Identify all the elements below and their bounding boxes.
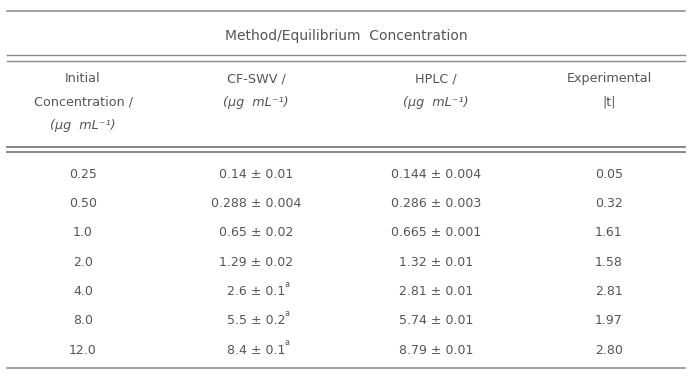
Text: HPLC /: HPLC /: [415, 73, 457, 85]
Text: 0.25: 0.25: [69, 168, 97, 181]
Text: 1.61: 1.61: [595, 226, 623, 240]
Text: 1.0: 1.0: [73, 226, 93, 240]
Text: 0.50: 0.50: [69, 197, 97, 210]
Text: Method/Equilibrium  Concentration: Method/Equilibrium Concentration: [225, 29, 467, 43]
Text: a: a: [285, 280, 290, 289]
Text: a: a: [285, 338, 290, 347]
Text: 8.0: 8.0: [73, 314, 93, 327]
Text: 0.65 ± 0.02: 0.65 ± 0.02: [219, 226, 293, 240]
Text: 1.32 ± 0.01: 1.32 ± 0.01: [399, 256, 473, 269]
Text: (μg  mL⁻¹): (μg mL⁻¹): [224, 96, 289, 109]
Text: 0.14 ± 0.01: 0.14 ± 0.01: [219, 168, 293, 181]
Text: 2.81 ± 0.01: 2.81 ± 0.01: [399, 285, 473, 298]
Text: (μg  mL⁻¹): (μg mL⁻¹): [51, 120, 116, 132]
Text: Initial: Initial: [65, 73, 101, 85]
Text: Experimental: Experimental: [566, 73, 652, 85]
Text: 8.79 ± 0.01: 8.79 ± 0.01: [399, 344, 473, 356]
Text: 2.80: 2.80: [595, 344, 623, 356]
Text: 0.32: 0.32: [595, 197, 623, 210]
Text: CF-SWV /: CF-SWV /: [227, 73, 285, 85]
Text: (μg  mL⁻¹): (μg mL⁻¹): [403, 96, 468, 109]
Text: 0.05: 0.05: [595, 168, 623, 181]
Text: 0.144 ± 0.004: 0.144 ± 0.004: [391, 168, 481, 181]
Text: 0.665 ± 0.001: 0.665 ± 0.001: [391, 226, 481, 240]
Text: 1.97: 1.97: [595, 314, 623, 327]
Text: 2.6 ± 0.1: 2.6 ± 0.1: [227, 285, 285, 298]
Text: |t|: |t|: [602, 96, 616, 109]
Text: 0.286 ± 0.003: 0.286 ± 0.003: [391, 197, 481, 210]
Text: 1.58: 1.58: [595, 256, 623, 269]
Text: 12.0: 12.0: [69, 344, 97, 356]
Text: 1.29 ± 0.02: 1.29 ± 0.02: [219, 256, 293, 269]
Text: a: a: [285, 309, 290, 318]
Text: 2.81: 2.81: [595, 285, 623, 298]
Text: 4.0: 4.0: [73, 285, 93, 298]
Text: 2.0: 2.0: [73, 256, 93, 269]
Text: Concentration /: Concentration /: [33, 96, 133, 109]
Text: 5.5 ± 0.2: 5.5 ± 0.2: [227, 314, 285, 327]
Text: 0.288 ± 0.004: 0.288 ± 0.004: [211, 197, 301, 210]
Text: 5.74 ± 0.01: 5.74 ± 0.01: [399, 314, 473, 327]
Text: 8.4 ± 0.1: 8.4 ± 0.1: [227, 344, 285, 356]
